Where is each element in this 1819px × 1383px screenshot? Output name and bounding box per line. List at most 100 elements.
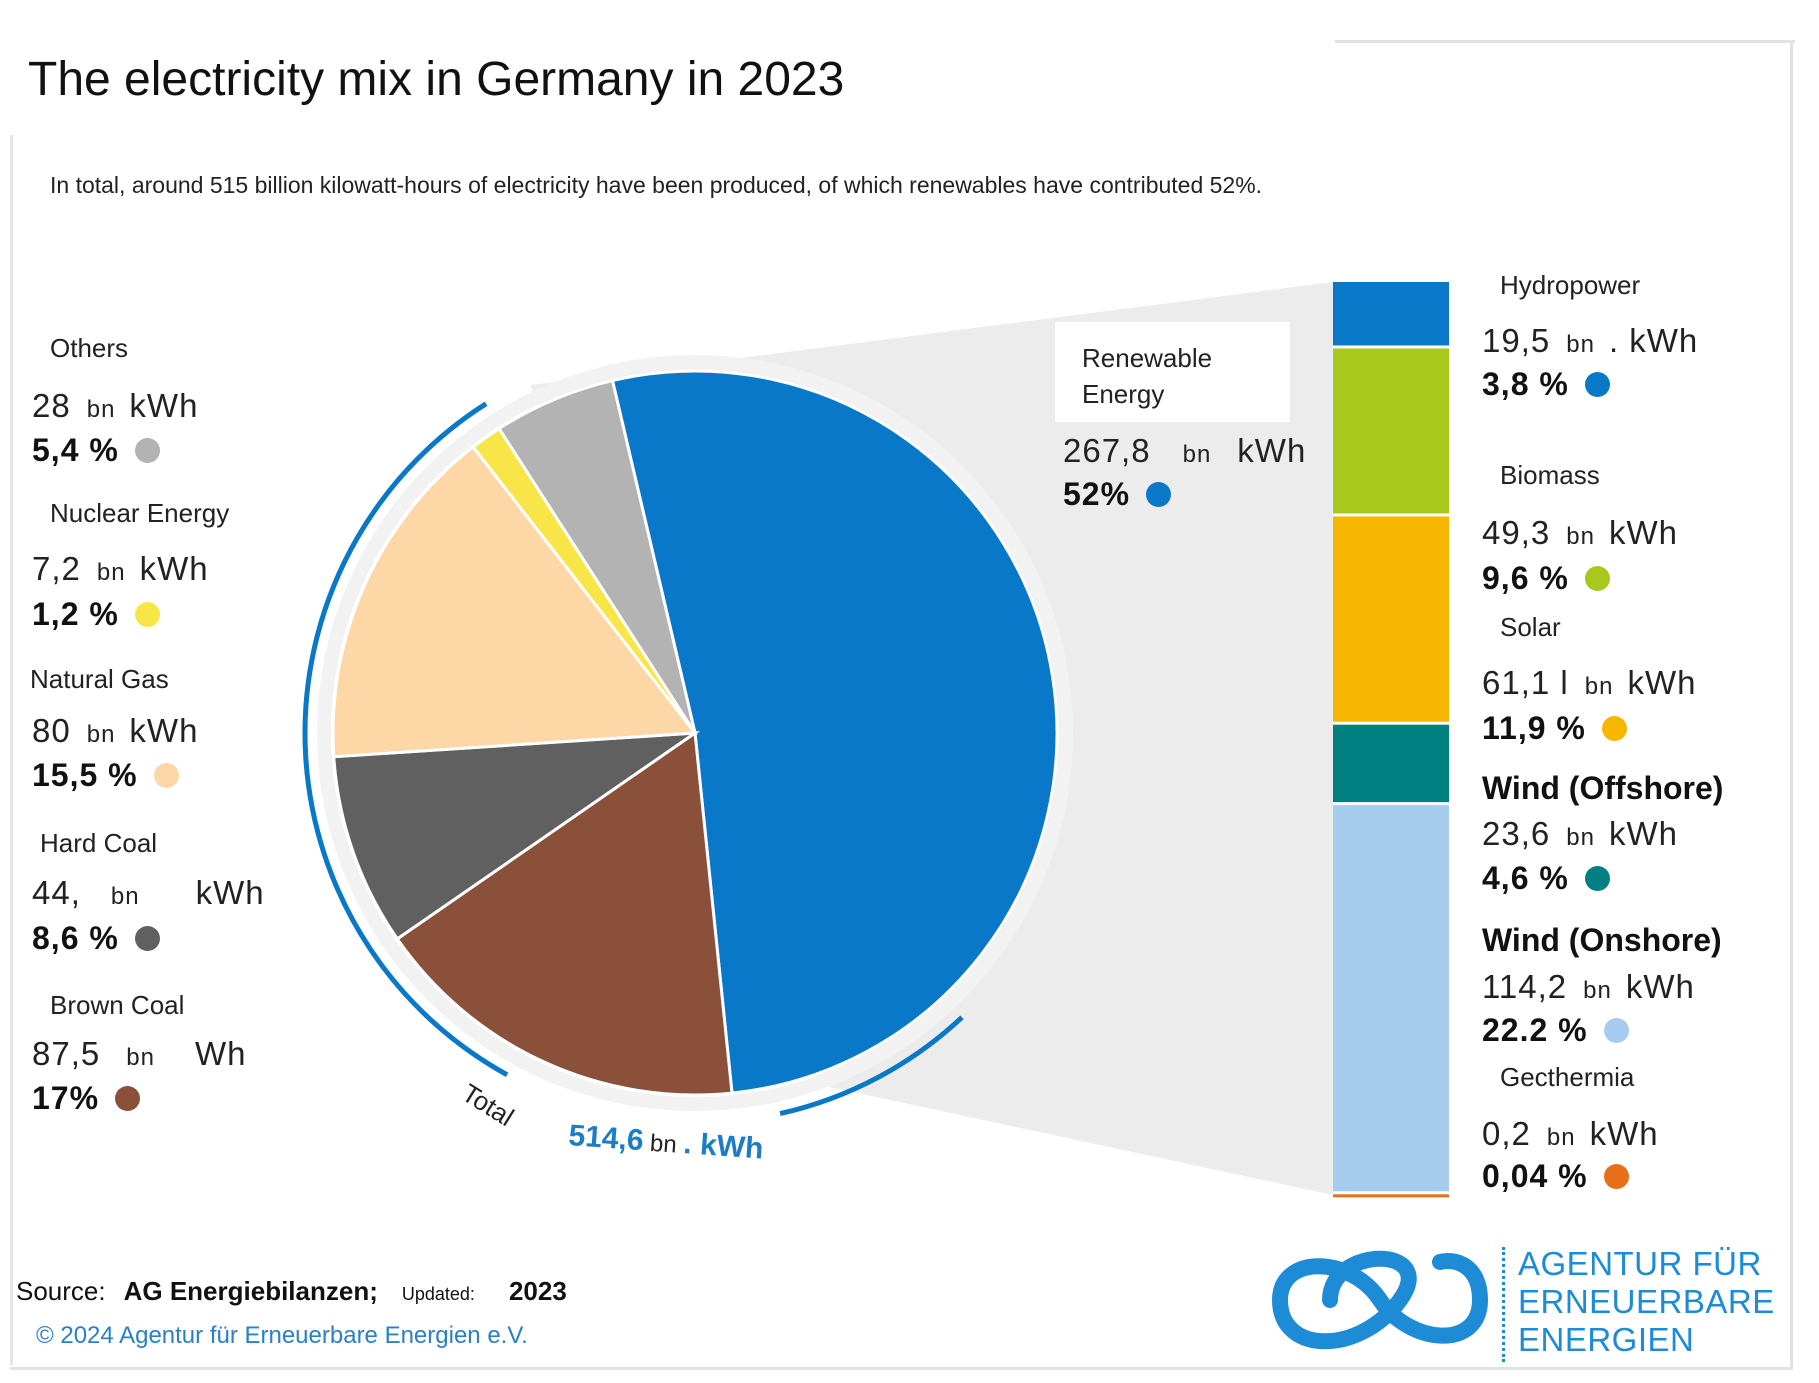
value-number: 19,5 — [1482, 322, 1551, 359]
pct-text: 11,9 % — [1482, 710, 1586, 746]
legend-biomass-value: 49,3 bn kWh — [1482, 514, 1678, 552]
pie-slices — [331, 369, 1059, 1097]
unit-bn: bn — [1566, 331, 1595, 358]
renewable-label-box — [1055, 322, 1290, 422]
logo-separator — [1502, 1247, 1505, 1362]
pie-slice-renewable — [610, 369, 1059, 1095]
pct-text: 1,2 % — [32, 596, 119, 632]
updated-label: Updated: — [401, 1284, 475, 1304]
color-dot-icon — [134, 602, 160, 627]
pie-slice-natural-gas — [331, 444, 698, 759]
total-label: Total — [457, 1078, 519, 1133]
value-number: 44, — [32, 874, 81, 911]
unit-kwh: Wh — [194, 1035, 247, 1072]
total-arc-segment — [779, 1015, 964, 1117]
chart-subtitle: In total, around 515 billion kilowatt-ho… — [50, 172, 1263, 198]
legend-wind-onshore-pct: 22.2 % — [1482, 1012, 1629, 1049]
source-line: Source: AG Energiebilanzen; Updated: 2023 — [16, 1276, 567, 1307]
legend-geothermal-pct: 0,04 % — [1482, 1158, 1629, 1195]
pct-text: 3,8 % — [1482, 366, 1569, 402]
total-arc — [302, 401, 509, 1077]
color-dot-icon — [115, 1086, 141, 1111]
value-number: 23,6 — [1482, 815, 1551, 852]
frame-line — [1790, 40, 1793, 1370]
legend-solar-value: 61,1 l bn kWh — [1482, 664, 1696, 702]
unit-kwh: kWh — [1237, 432, 1307, 469]
unit-bn: bn — [96, 559, 126, 586]
bar-hydropower — [1333, 282, 1449, 346]
source-name: AG Energiebilanzen; — [123, 1276, 378, 1306]
legend-natural-gas-pct: 15,5 % — [32, 757, 179, 794]
legend-natural-gas-label: Natural Gas — [30, 664, 169, 694]
pct-text: 22.2 % — [1482, 1012, 1588, 1048]
total-value: 514,6 bn . kWh — [568, 1119, 765, 1166]
legend-geothermal-value: 0,2 bn kWh — [1482, 1115, 1659, 1153]
value-number: 28 — [32, 387, 71, 424]
unit-kwh: . kWh — [1608, 322, 1699, 359]
logo-text: AGENTUR FÜR ERNEUERBARE ENERGIEN — [1518, 1245, 1775, 1359]
logo-line3: ENERGIEN — [1518, 1321, 1695, 1358]
value-number: 267,8 — [1063, 432, 1151, 469]
renewable-stacked-bar — [1333, 282, 1449, 1198]
legend-hydropower-value: 19,5 bn . kWh — [1482, 322, 1698, 360]
logo-infinity-icon — [1271, 1250, 1489, 1350]
value-number: 87,5 — [32, 1035, 101, 1072]
legend-brown-coal-label: Brown Coal — [50, 990, 185, 1020]
unit-kwh: kWh — [129, 712, 199, 749]
unit-kwh: kWh — [139, 550, 209, 587]
copyright: © 2024 Agentur für Erneuerbare Energien … — [36, 1322, 528, 1349]
bar-solar — [1333, 516, 1449, 722]
frame-line — [1335, 40, 1795, 43]
total-unit-kwh: . kWh — [682, 1127, 764, 1166]
legend-wind-onshore-label: Wind (Onshore) — [1482, 922, 1722, 958]
logo-line1: AGENTUR FÜR — [1518, 1245, 1762, 1282]
total-value-number: 514,6 — [568, 1119, 645, 1157]
bar-wind-offshore — [1333, 724, 1449, 803]
unit-bn: bn — [86, 396, 116, 423]
value-number: 49,3 — [1482, 514, 1551, 551]
pct-text: 17% — [32, 1080, 100, 1116]
legend-hydropower-pct: 3,8 % — [1482, 366, 1610, 403]
unit-bn: bn — [1583, 977, 1612, 1004]
unit-bn: bn — [126, 1044, 155, 1071]
legend-nuclear-value: 7,2 bn kWh — [32, 550, 209, 588]
value-number: 61,1 l — [1482, 664, 1569, 701]
pct-text: 8,6 % — [32, 920, 119, 956]
color-dot-icon — [1584, 866, 1610, 891]
legend-hard-coal-pct: 8,6 % — [32, 920, 160, 957]
updated-year: 2023 — [508, 1276, 567, 1306]
legend-biomass-label: Biomass — [1500, 460, 1600, 490]
color-dot-icon — [1146, 482, 1172, 507]
legend-wind-onshore-value: 114,2 bn kWh — [1482, 968, 1695, 1006]
legend-brown-coal-pct: 17% — [32, 1080, 141, 1117]
color-dot-icon — [1601, 716, 1627, 741]
legend-hard-coal-label: Hard Coal — [40, 828, 158, 858]
color-dot-icon — [1584, 566, 1610, 591]
pct-text: 15,5 % — [32, 757, 138, 793]
total-ring — [317, 355, 1073, 1111]
pct-text: 5,4 % — [32, 432, 119, 468]
legend-solar-label: Solar — [1500, 612, 1561, 642]
legend-nuclear-pct: 1,2 % — [32, 596, 160, 633]
renewable-pct: 52% — [1063, 476, 1172, 513]
legend-wind-offshore-label: Wind (Offshore) — [1482, 770, 1724, 806]
renewable-label-line2: Energy — [1082, 379, 1165, 409]
pct-text: 0,04 % — [1482, 1158, 1588, 1194]
unit-kwh: kWh — [1608, 514, 1678, 551]
unit-bn: bn — [86, 721, 116, 748]
pie-slice-brown-coal — [395, 730, 734, 1097]
bar-geothermal — [1333, 1194, 1449, 1198]
unit-kwh: kWh — [1589, 1115, 1659, 1152]
color-dot-icon — [153, 763, 179, 788]
renewable-label: Renewable Energy — [1082, 340, 1212, 412]
pie-slice-hard-coal — [332, 731, 701, 942]
legend-others-pct: 5,4 % — [32, 432, 160, 469]
unit-kwh: kWh — [1608, 815, 1678, 852]
pct-text: 4,6 % — [1482, 860, 1569, 896]
pie-slice-others — [497, 378, 697, 734]
legend-hydropower-label: Hydropower — [1500, 270, 1641, 300]
color-dot-icon — [1603, 1164, 1629, 1189]
color-dot-icon — [134, 438, 160, 463]
legend-solar-pct: 11,9 % — [1482, 710, 1627, 747]
